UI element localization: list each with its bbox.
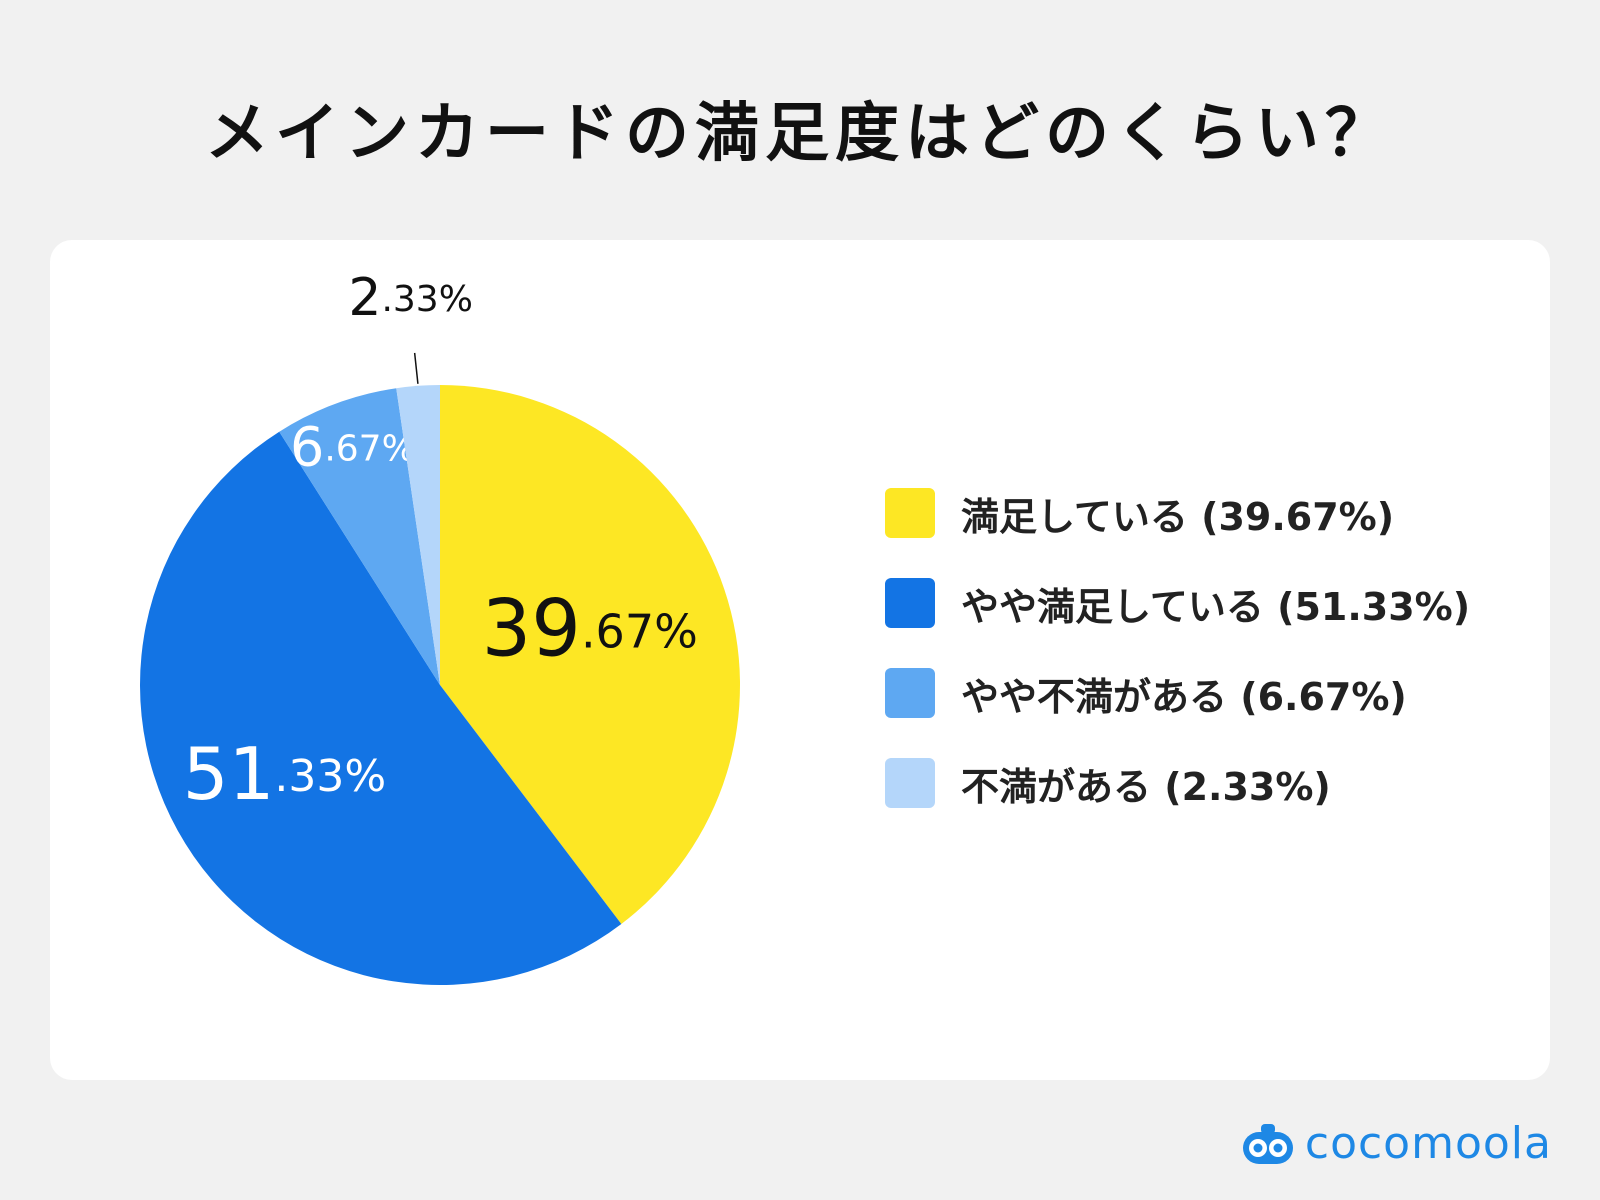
legend-item-satisfied: 満足している (39.67%): [885, 488, 1470, 539]
leader-line: [413, 352, 419, 384]
slice-value-label: 51.33%: [183, 732, 386, 816]
legend-swatch-dissatisfied: [885, 758, 935, 808]
legend-label-somewhat-satisfied: やや満足している (51.33%): [961, 584, 1471, 629]
legend-swatch-somewhat-satisfied: [885, 578, 935, 628]
pie-slice: [279, 388, 440, 685]
pie-slice: [440, 385, 740, 924]
slice-value-label: 6.67%: [290, 415, 416, 478]
slice-value-label: 39.67%: [482, 585, 698, 675]
page-title: メインカードの満足度はどのくらい？: [205, 97, 1395, 171]
logo-icon: [1242, 1123, 1293, 1164]
pie-chart: 39.67% 51.33% 6.67% 2.33%: [140, 268, 740, 985]
legend-swatch-somewhat-dissatisfied: [885, 668, 935, 718]
legend-label-satisfied: 満足している (39.67%): [961, 494, 1395, 539]
chart-legend: 満足している (39.67%) やや満足している (51.33%) やや不満があ…: [885, 488, 1471, 809]
cocomoola-logo: cocomoola: [1241, 1118, 1552, 1169]
legend-label-dissatisfied: 不満がある (2.33%): [961, 764, 1331, 809]
pie-slice: [396, 385, 440, 685]
legend-swatch-satisfied: [885, 488, 935, 538]
chart-card: 39.67% 51.33% 6.67% 2.33% 満足している (39.67%) や…: [50, 240, 1550, 1080]
legend-label-somewhat-dissatisfied: やや不満がある (6.67%): [961, 674, 1407, 719]
legend-item-dissatisfied: 不満がある (2.33%): [885, 758, 1470, 809]
pie-slice: [140, 431, 622, 985]
logo-text: cocomoola: [1304, 1118, 1552, 1169]
legend-item-somewhat-satisfied: やや満足している (51.33%): [885, 578, 1471, 629]
slice-value-label: 2.33%: [348, 268, 473, 328]
legend-item-somewhat-dissatisfied: やや不満がある (6.67%): [885, 668, 1470, 719]
